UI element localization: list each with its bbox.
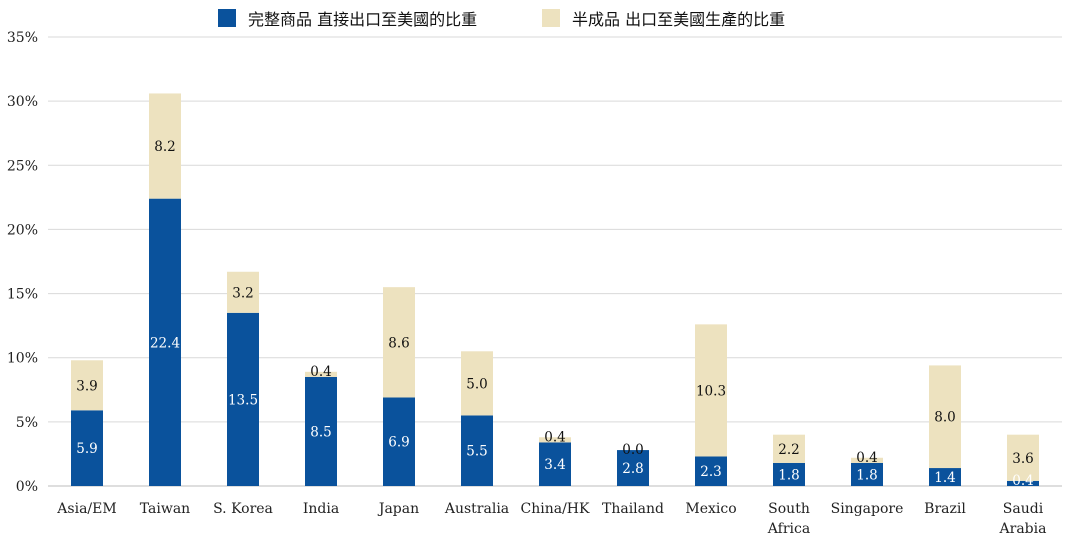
y-tick-label: 20%	[7, 222, 38, 238]
data-label: 1.8	[856, 467, 877, 483]
bar-segment	[773, 462, 805, 486]
bar-segment	[929, 365, 961, 469]
x-axis: Asia/EM Taiwan S. Korea India Japan Australia…	[56, 501, 1046, 537]
x-tick-label: Taiwan	[140, 501, 190, 517]
data-label: 0.4	[544, 429, 565, 445]
data-label: 5.0	[466, 376, 487, 392]
data-label: 13.5	[228, 392, 258, 408]
bar-segment	[1007, 434, 1039, 481]
x-tick-label: S. Korea	[213, 501, 273, 517]
data-label: 3.6	[1012, 451, 1033, 467]
bar-segment	[383, 397, 415, 486]
y-tick-label: 15%	[7, 287, 38, 303]
bar-segment	[383, 287, 415, 398]
bar-segment	[695, 456, 727, 486]
bars: 5.9 3.9 22.4 8.2 13.5 3.2 8.5 0.4 6.9 8.6 5.5 5.0 3.…	[71, 93, 1039, 489]
x-tick-label: Singapore	[831, 501, 904, 517]
bar-segment	[1007, 480, 1039, 486]
x-tick-label: Thailand	[602, 501, 664, 517]
bar-segment	[71, 360, 103, 411]
y-tick-label: 35%	[7, 30, 38, 46]
legend-label: 半成品 出口至美國生產的比重	[572, 10, 785, 29]
data-label: 0.4	[856, 450, 877, 466]
x-tick-label: Saudi Arabia	[999, 501, 1047, 537]
data-label: 2.2	[778, 442, 799, 458]
x-tick-label: Japan	[377, 501, 419, 517]
y-tick-label: 10%	[7, 351, 38, 367]
legend-swatch	[218, 9, 236, 27]
bar-segment	[461, 415, 493, 486]
bar-segment	[851, 462, 883, 486]
data-label: 3.9	[76, 378, 97, 394]
gridlines	[48, 36, 1062, 487]
data-label: 0.4	[310, 364, 331, 380]
bar-segment	[461, 351, 493, 416]
bar-segment	[305, 371, 337, 377]
legend-swatch	[542, 9, 560, 27]
x-tick-label: Mexico	[685, 501, 736, 517]
data-label: 3.4	[544, 457, 565, 473]
bar-segment	[305, 376, 337, 486]
data-label: 0.4	[1012, 473, 1033, 489]
bar-segment	[539, 437, 571, 443]
bar-segment	[617, 450, 649, 486]
bar-segment	[227, 271, 259, 313]
bar-segment	[149, 198, 181, 486]
data-label: 22.4	[150, 335, 180, 351]
y-axis: 0% 5% 10% 15% 20% 25% 30% 35%	[7, 30, 38, 495]
bar-segment	[695, 324, 727, 457]
data-label: 8.6	[388, 335, 409, 351]
x-tick-label: India	[303, 501, 339, 517]
data-label: 8.2	[154, 139, 175, 155]
data-label: 1.8	[778, 467, 799, 483]
x-tick-label: Asia/EM	[56, 501, 116, 517]
bar-segment	[149, 93, 181, 199]
bar-segment	[539, 442, 571, 486]
data-label: 3.2	[232, 285, 253, 301]
data-label: 5.9	[76, 441, 97, 457]
y-tick-label: 0%	[16, 479, 38, 495]
data-label: 6.9	[388, 435, 409, 451]
data-label: 8.5	[310, 424, 331, 440]
data-label: 2.3	[700, 464, 721, 480]
bar-segment	[773, 434, 805, 463]
x-tick-label: South Africa	[767, 501, 810, 537]
legend: 完整商品 直接出口至美國的比重 半成品 出口至美國生產的比重	[218, 9, 785, 29]
bar-segment	[227, 312, 259, 486]
x-tick-label: Australia	[444, 501, 509, 517]
bar-segment	[929, 468, 961, 486]
y-tick-label: 5%	[16, 415, 38, 431]
data-label: 0.0	[622, 442, 643, 458]
data-label: 10.3	[696, 383, 726, 399]
x-tick-label: China/HK	[521, 501, 590, 517]
x-tick-label: Brazil	[924, 501, 966, 517]
data-label: 8.0	[934, 410, 955, 426]
legend-label: 完整商品 直接出口至美國的比重	[248, 10, 477, 29]
bar-segment	[71, 410, 103, 486]
data-label: 5.5	[466, 444, 487, 460]
y-tick-label: 30%	[7, 94, 38, 110]
data-label: 1.4	[934, 470, 955, 486]
bar-segment	[851, 457, 883, 463]
data-label: 2.8	[622, 461, 643, 477]
y-tick-label: 25%	[7, 158, 38, 174]
